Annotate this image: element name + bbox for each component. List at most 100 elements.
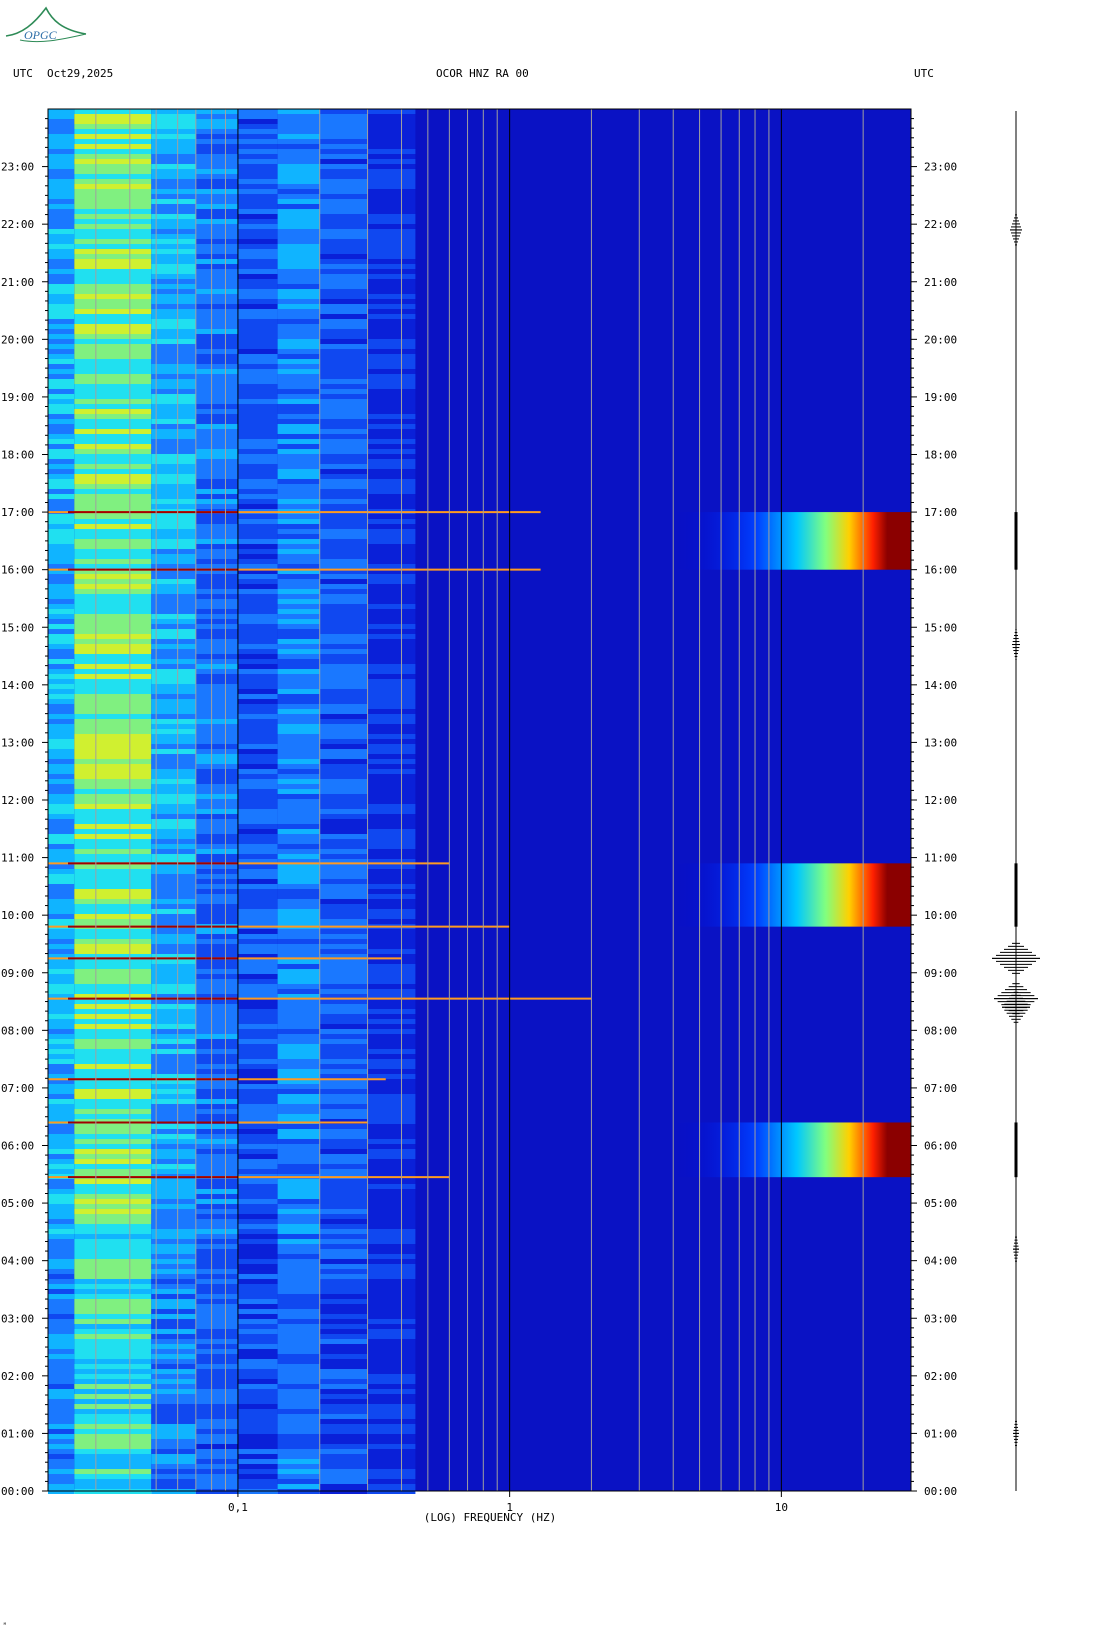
spectrogram-cell	[48, 664, 75, 669]
spectrogram-cell	[319, 879, 368, 884]
spectrogram-cell	[367, 999, 416, 1004]
spectrogram-cell	[195, 419, 238, 424]
spectrogram-cell	[277, 1129, 320, 1134]
spectrogram-cell	[48, 1079, 75, 1084]
spectrogram-cell	[367, 1229, 416, 1234]
spectrogram-cell	[74, 444, 152, 449]
spectrogram-cell	[48, 714, 75, 719]
spectrogram-cell	[74, 339, 152, 344]
spectrogram-cell	[277, 1394, 320, 1399]
spectrogram-cell	[48, 1429, 75, 1434]
spectrogram-cell	[237, 1094, 278, 1099]
spectrogram-cell	[74, 929, 152, 934]
spectrogram-cell	[277, 1469, 320, 1474]
spectrogram-cell	[195, 314, 238, 319]
spectrogram-cell	[48, 479, 75, 484]
spectrogram-cell	[277, 354, 320, 359]
spectrogram-cell	[195, 1374, 238, 1379]
spectrogram-cell	[48, 1399, 75, 1404]
spectrogram-cell	[48, 1094, 75, 1099]
spectrogram-cell	[48, 779, 75, 784]
spectrogram-cell	[151, 809, 196, 814]
spectrogram-cell	[74, 1189, 152, 1194]
spectrogram-cell	[195, 709, 238, 714]
spectrogram-cell	[48, 219, 75, 224]
spectrogram-cell	[367, 1354, 416, 1359]
spectrogram-cell	[151, 1379, 196, 1384]
spectrogram-cell	[195, 1199, 238, 1204]
spectrogram-cell	[237, 499, 278, 504]
spectrogram-cell	[237, 894, 278, 899]
spectrogram-cell	[195, 259, 238, 264]
spectrogram-cell	[48, 1244, 75, 1249]
spectrogram-cell	[48, 814, 75, 819]
spectrogram-cell	[319, 499, 368, 504]
spectrogram-cell	[74, 1394, 152, 1399]
x-tick-label: 0,1	[228, 1501, 248, 1514]
spectrogram-cell	[151, 1464, 196, 1469]
spectrogram-cell	[277, 1144, 320, 1149]
spectrogram-cell	[277, 459, 320, 464]
spectrogram-cell	[151, 234, 196, 239]
spectrogram-cell	[48, 504, 75, 509]
spectrogram-cell	[319, 1279, 368, 1284]
spectrogram-cell	[319, 1029, 368, 1034]
spectrogram-cell	[237, 1484, 278, 1489]
spectrogram-cell	[277, 769, 320, 774]
spectrogram-cell	[151, 1359, 196, 1364]
spectrogram-cell	[48, 429, 75, 434]
spectrogram-cell	[48, 644, 75, 649]
spectrogram-cell	[48, 1364, 75, 1369]
spectrogram-cell	[319, 1464, 368, 1469]
spectrogram-cell	[48, 259, 75, 264]
spectrogram-cell	[48, 114, 75, 119]
spectrogram-cell	[237, 504, 278, 509]
spectrogram-cell	[74, 944, 152, 949]
spectrogram-cell	[48, 1159, 75, 1164]
spectrogram-cell	[237, 919, 278, 924]
spectrogram-cell	[195, 379, 238, 384]
spectrogram-cell	[237, 819, 278, 824]
spectrogram-cell	[74, 604, 152, 609]
spectrogram-cell	[319, 889, 368, 894]
spectrogram-cell	[195, 369, 238, 374]
spectrogram-cell	[151, 549, 196, 554]
spectrogram-cell	[48, 1009, 75, 1014]
spectrogram-cell	[195, 229, 238, 234]
spectrogram-cell	[195, 169, 238, 174]
spectrogram-cell	[195, 1364, 238, 1369]
spectrogram-cell	[277, 174, 320, 179]
spectrogram-cell	[367, 609, 416, 614]
spectrogram-cell	[48, 1369, 75, 1374]
spectrogram-cell	[151, 1254, 196, 1259]
spectrogram-cell	[237, 1329, 278, 1334]
spectrogram-cell	[195, 1064, 238, 1069]
spectrogram-cell	[195, 874, 238, 879]
spectrogram-cell	[74, 1414, 152, 1419]
spectrogram-cell	[367, 914, 416, 919]
spectrogram-cell	[367, 404, 416, 409]
spectrogram-cell	[319, 669, 368, 674]
spectrogram-cell	[319, 334, 368, 339]
spectrogram-cell	[151, 919, 196, 924]
y-tick-label-left: 04:00	[1, 1255, 34, 1268]
spectrogram-cell	[237, 949, 278, 954]
spectrogram-cell	[277, 154, 320, 159]
spectrogram-cell	[48, 1004, 75, 1009]
spectrogram-cell	[277, 739, 320, 744]
spectrogram-cell	[195, 1359, 238, 1364]
spectrogram-cell	[48, 1019, 75, 1024]
spectrogram-cell	[48, 424, 75, 429]
spectrogram-cell	[277, 944, 320, 949]
spectrogram-cell	[195, 1329, 238, 1334]
spectrogram-cell	[48, 949, 75, 954]
spectrogram-cell	[237, 1319, 278, 1324]
spectrogram-cell	[74, 199, 152, 204]
spectrogram-cell	[367, 679, 416, 684]
spectrogram-cell	[319, 1379, 368, 1384]
spectrogram-cell	[74, 964, 152, 969]
spectrogram-cell	[237, 1379, 278, 1384]
spectrogram-cell	[74, 1149, 152, 1154]
spectrogram-cell	[319, 834, 368, 839]
spectrogram-cell	[48, 449, 75, 454]
